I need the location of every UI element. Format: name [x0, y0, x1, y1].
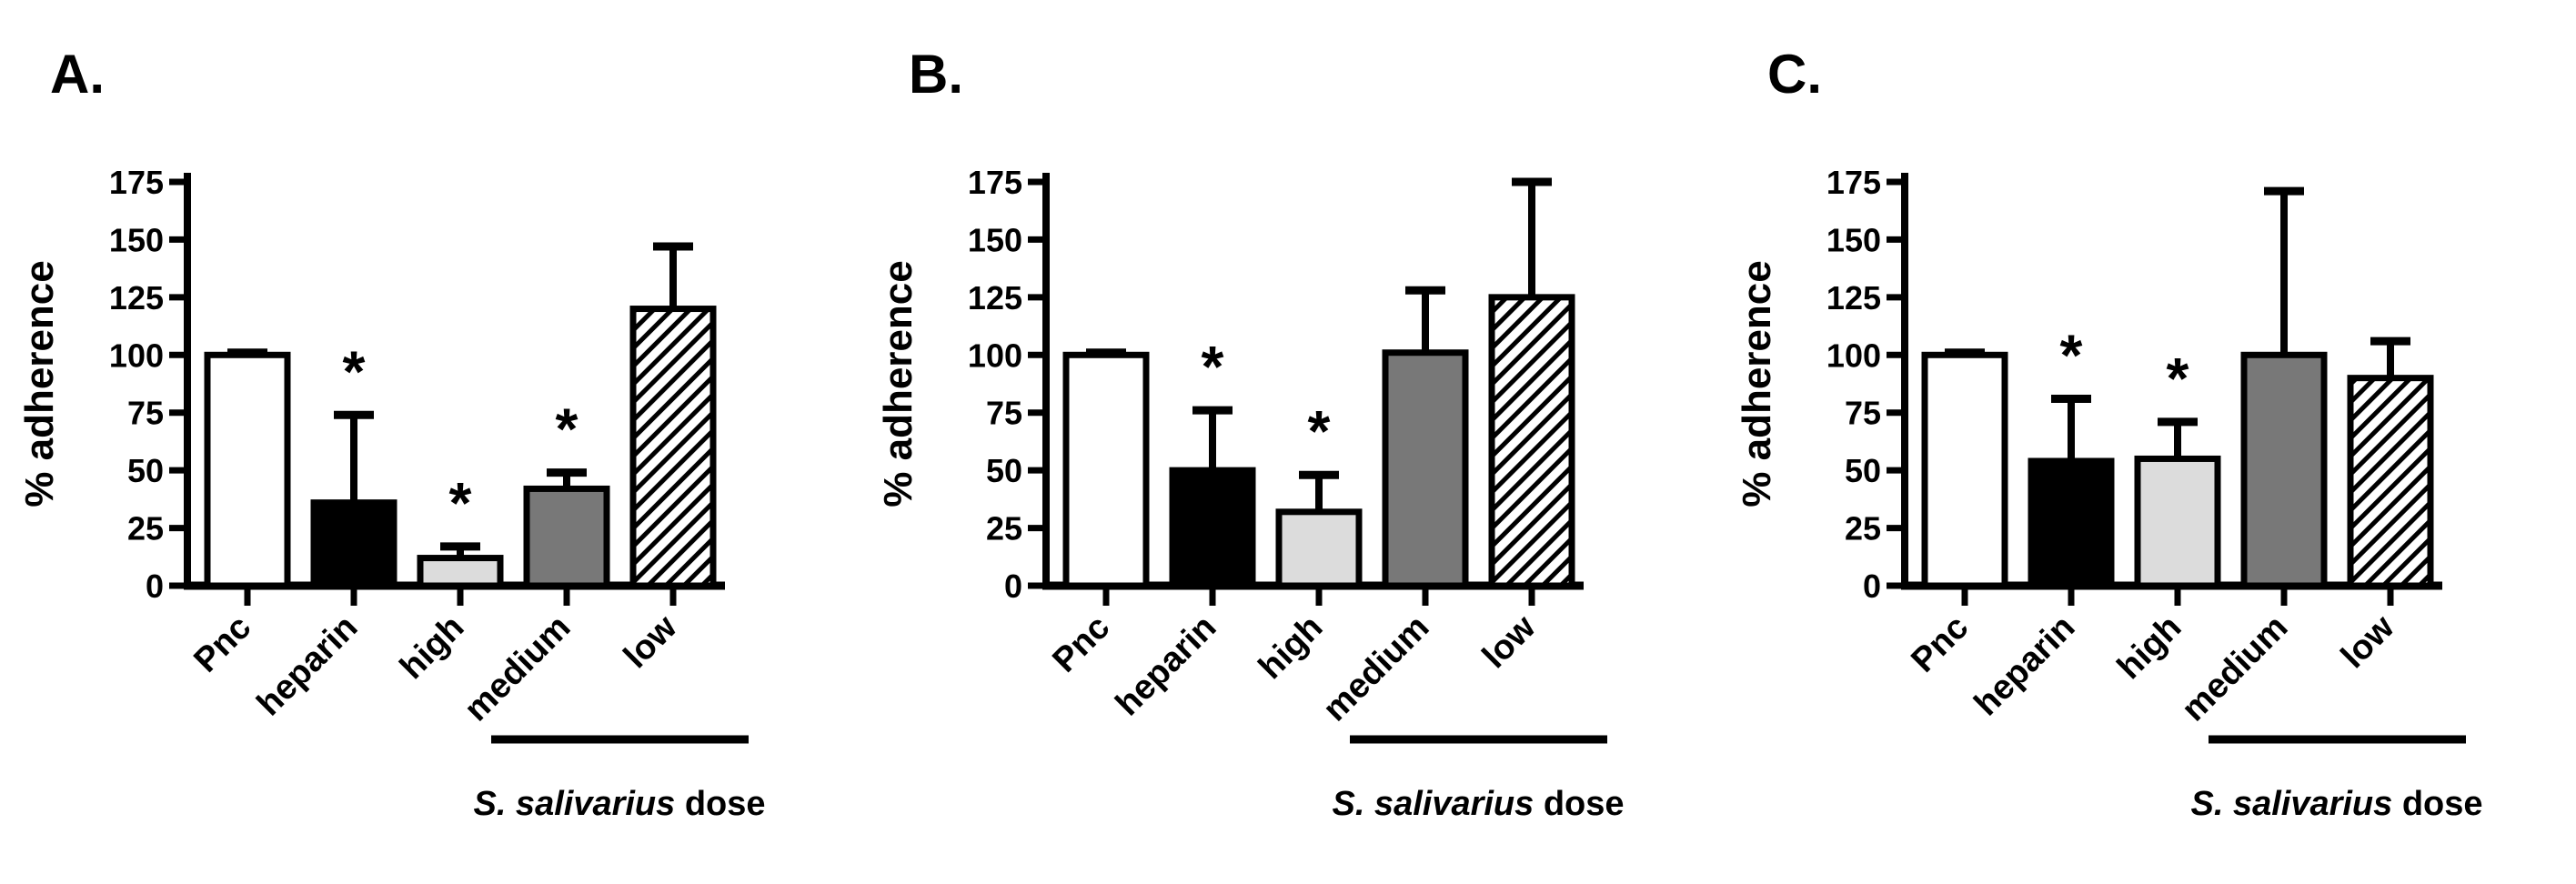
group-label-species: S. salivarius [473, 785, 675, 823]
bar-chart-b: 0 25 50 75 100 125 150 175 % adherence Pnc * hepari… [876, 164, 1625, 823]
x-category-label: high [2110, 608, 2189, 687]
x-category-label: Pnc [186, 608, 258, 680]
panel-c: C. 0 25 50 75 100 125 150 175 % adherence Pnc * hep… [1717, 0, 2576, 884]
y-tick-label: 125 [968, 279, 1022, 316]
significance-star: * [2167, 346, 2189, 411]
y-tick-label: 25 [986, 510, 1022, 547]
panel-c-letter: C. [1767, 44, 1822, 105]
significance-star: * [2060, 322, 2083, 387]
panel-a-letter: A. [50, 44, 105, 105]
y-tick-label: 0 [146, 568, 164, 605]
panel-a: A. 0 25 50 75 100 125 150 175 % adherence Pnc * hep… [0, 0, 859, 884]
significance-star: * [556, 397, 579, 462]
x-category-label: low [2334, 608, 2402, 676]
x-category-label: low [617, 608, 685, 676]
significance-star: * [1202, 334, 1224, 399]
y-tick-label: 75 [1845, 395, 1881, 432]
x-category-label: heparin [250, 608, 366, 724]
y-tick-label: 150 [968, 221, 1022, 258]
x-category-label: low [1475, 608, 1544, 676]
x-category-label: Pnc [1904, 608, 1976, 680]
y-tick-label: 50 [986, 452, 1022, 489]
x-category-label: medium [2175, 608, 2296, 729]
x-category-label: medium [1316, 608, 1437, 729]
y-tick-label: 25 [127, 510, 164, 547]
group-label-species: S. salivarius [1332, 785, 1534, 823]
y-tick-label: 75 [127, 395, 164, 432]
x-category-label: Pnc [1045, 608, 1117, 680]
y-tick-label: 150 [109, 221, 164, 258]
group-label: S. salivarius dose [473, 785, 765, 823]
y-tick-label: 125 [1826, 279, 1881, 316]
y-axis-title: % adherence [1735, 260, 1779, 507]
group-label-dose: dose [1534, 785, 1624, 823]
y-tick-label: 100 [968, 337, 1022, 374]
bar-Pnc [1921, 351, 2008, 589]
bar-medium [2240, 351, 2328, 589]
bar-Pnc [1062, 351, 1150, 589]
bar-heparin [2028, 457, 2115, 589]
bar-heparin [310, 499, 397, 589]
y-tick-label: 0 [1863, 568, 1881, 605]
x-category-label: heparin [1109, 608, 1224, 724]
y-tick-label: 0 [1004, 568, 1022, 605]
y-tick-label: 75 [986, 395, 1022, 432]
group-label-dose: dose [2392, 785, 2482, 823]
group-label: S. salivarius dose [2190, 785, 2482, 823]
bar-high [1275, 508, 1363, 589]
group-label-dose: dose [675, 785, 765, 823]
significance-star: * [1308, 398, 1331, 464]
y-tick-label: 50 [1845, 452, 1881, 489]
y-tick-label: 125 [109, 279, 164, 316]
y-tick-label: 25 [1845, 510, 1881, 547]
bar-high [417, 555, 504, 589]
group-label: S. salivarius dose [1332, 785, 1624, 823]
panel-b-letter: B. [909, 44, 963, 105]
y-tick-label: 175 [109, 164, 164, 201]
y-axis-title: % adherence [876, 260, 921, 507]
bar-high [2134, 455, 2221, 589]
x-category-label: medium [458, 608, 579, 729]
bar-chart-a: 0 25 50 75 100 125 150 175 % adherence Pnc * hepari… [17, 164, 766, 823]
bar-Pnc [204, 351, 291, 589]
x-category-label: high [393, 608, 471, 687]
bar-low [2347, 375, 2434, 589]
bar-chart-c: 0 25 50 75 100 125 150 175 % adherence Pnc * hepari… [1735, 164, 2483, 823]
bar-medium [523, 485, 610, 589]
bar-medium [1382, 349, 1469, 589]
group-label-species: S. salivarius [2190, 785, 2392, 823]
y-axis-title: % adherence [17, 260, 62, 507]
x-category-label: heparin [1967, 608, 2083, 724]
bar-low [629, 306, 717, 589]
bar-heparin [1169, 467, 1256, 589]
y-tick-label: 175 [968, 164, 1022, 201]
y-tick-label: 175 [1826, 164, 1881, 201]
y-tick-label: 100 [1826, 337, 1881, 374]
y-tick-label: 100 [109, 337, 164, 374]
x-category-label: high [1252, 608, 1330, 687]
y-tick-label: 50 [127, 452, 164, 489]
significance-star: * [343, 338, 366, 404]
y-tick-label: 150 [1826, 221, 1881, 258]
significance-star: * [449, 470, 472, 536]
bar-low [1488, 294, 1575, 589]
panel-b: B. 0 25 50 75 100 125 150 175 % adherence Pnc * hep… [859, 0, 1717, 884]
